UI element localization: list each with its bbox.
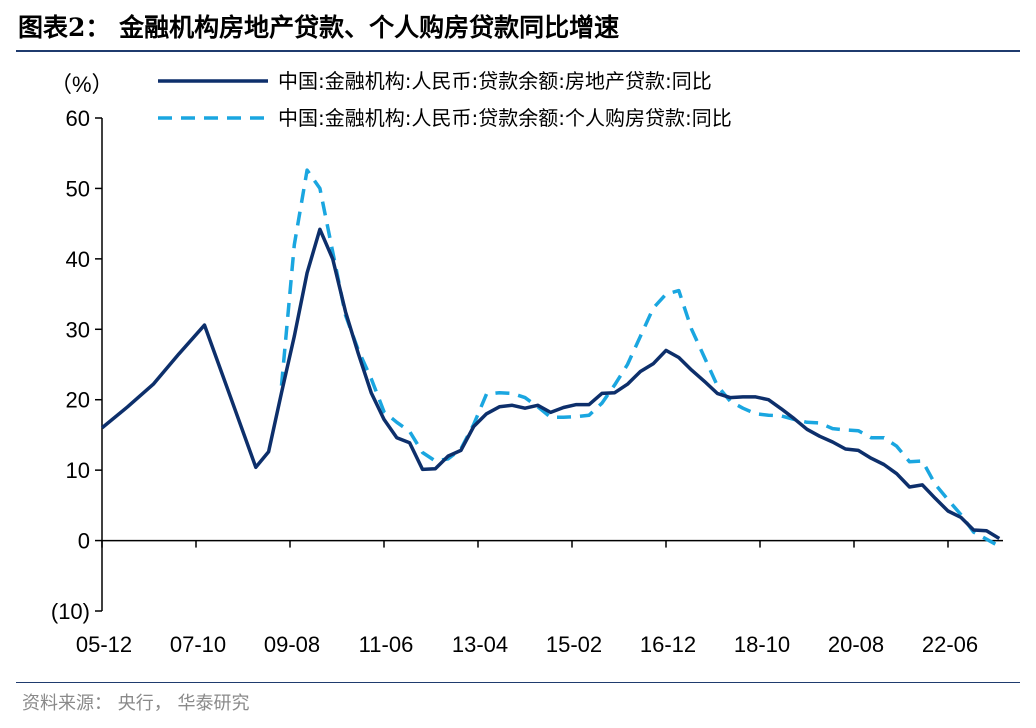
x-tick-label: 15-02 bbox=[546, 632, 602, 657]
y-tick-label: 0 bbox=[78, 529, 90, 554]
x-axis: 05-12 07-10 09-08 11-06 13-04 15-02 16-12 18-10… bbox=[76, 539, 1003, 657]
x-tick-label: 09-08 bbox=[264, 632, 320, 657]
x-tick-label: 16-12 bbox=[640, 632, 696, 657]
x-tick-label: 05-12 bbox=[76, 632, 132, 657]
source-note: 资料来源： 央行， 华泰研究 bbox=[22, 693, 250, 714]
y-tick-label: (10) bbox=[51, 599, 90, 624]
y-tick-label: 20 bbox=[66, 388, 90, 413]
y-unit-label: （%） bbox=[50, 72, 114, 97]
x-tick-label: 07-10 bbox=[170, 632, 226, 657]
x-tick-label: 22-06 bbox=[922, 632, 978, 657]
y-tick-label: 10 bbox=[66, 458, 90, 483]
y-tick-label: 60 bbox=[66, 106, 90, 131]
x-tick-label: 20-08 bbox=[828, 632, 884, 657]
source-divider bbox=[16, 682, 1020, 683]
x-tick-label: 13-04 bbox=[452, 632, 508, 657]
title-divider bbox=[16, 50, 1020, 52]
y-tick-label: 40 bbox=[66, 247, 90, 272]
series-line-1 bbox=[100, 227, 1001, 540]
legend-label-series1: 中国:金融机构:人民币:贷款余额:房地产贷款:同比 bbox=[278, 69, 712, 93]
chart-title: 图表2： 金融机构房地产贷款、个人购房贷款同比增速 bbox=[18, 13, 620, 42]
y-tick-label: 50 bbox=[66, 176, 90, 201]
series-layer bbox=[100, 168, 1001, 548]
y-tick-label: 30 bbox=[66, 317, 90, 342]
y-axis: (10) 0 10 20 30 40 50 60 bbox=[51, 106, 103, 624]
line-chart: 中国:金融机构:人民币:贷款余额:房地产贷款:同比 中国:金融机构:人民币:贷款… bbox=[50, 69, 1003, 657]
chart-legend: 中国:金融机构:人民币:贷款余额:房地产贷款:同比 中国:金融机构:人民币:贷款… bbox=[158, 69, 732, 130]
x-tick-label: 11-06 bbox=[359, 632, 414, 657]
series-line-2 bbox=[279, 168, 1001, 548]
x-tick-label: 18-10 bbox=[734, 632, 790, 657]
legend-label-series2: 中国:金融机构:人民币:贷款余额:个人购房贷款:同比 bbox=[278, 106, 732, 130]
